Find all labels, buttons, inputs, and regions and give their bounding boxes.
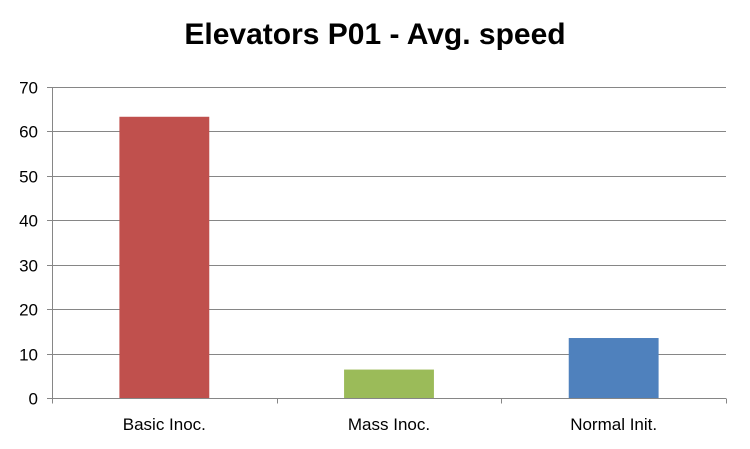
x-tick-label: Normal Init. — [570, 415, 657, 434]
chart-title: Elevators P01 - Avg. speed — [184, 18, 566, 51]
y-tick-label: 10 — [19, 346, 38, 365]
x-tick-label: Basic Inoc. — [123, 415, 206, 434]
y-tick-label: 0 — [29, 390, 38, 409]
bar — [344, 369, 434, 398]
bar — [568, 338, 659, 398]
y-tick-label: 30 — [19, 257, 38, 276]
y-tick-label: 20 — [19, 301, 38, 320]
y-tick-label: 50 — [19, 168, 38, 187]
x-tick-label: Mass Inoc. — [348, 415, 430, 434]
bar — [119, 116, 210, 398]
y-tick-label: 70 — [19, 79, 38, 98]
y-tick-label: 60 — [19, 123, 38, 142]
y-tick-label: 40 — [19, 212, 38, 231]
